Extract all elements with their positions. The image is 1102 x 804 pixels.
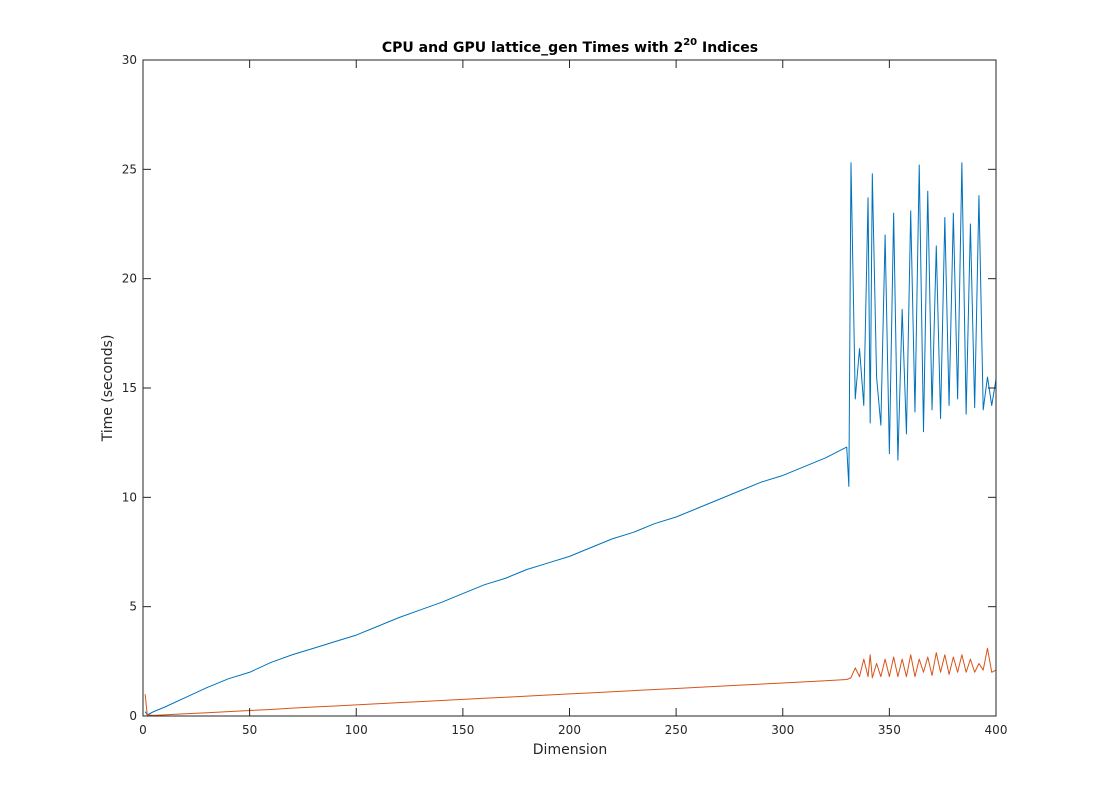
x-tick-label: 350 bbox=[878, 723, 901, 737]
x-axis-label: Dimension bbox=[533, 742, 607, 758]
y-tick-label: 0 bbox=[129, 709, 137, 723]
y-tick-label: 5 bbox=[129, 600, 137, 614]
x-tick-label: 100 bbox=[345, 723, 368, 737]
x-tick-label: 150 bbox=[451, 723, 474, 737]
x-tick-label: 0 bbox=[139, 723, 147, 737]
x-tick-label: 300 bbox=[771, 723, 794, 737]
x-tick-label: 250 bbox=[665, 723, 688, 737]
y-tick-label: 25 bbox=[122, 162, 137, 176]
y-tick-label: 15 bbox=[122, 381, 137, 395]
chart-title: CPU and GPU lattice_gen Times with 220 I… bbox=[382, 37, 758, 56]
x-tick-label: 50 bbox=[242, 723, 257, 737]
x-tick-label: 200 bbox=[558, 723, 581, 737]
series-line-1 bbox=[144, 162, 997, 716]
y-tick-label: 10 bbox=[122, 490, 137, 504]
series-line-2 bbox=[144, 647, 997, 716]
y-tick-label: 20 bbox=[122, 272, 137, 286]
y-axis-label: Time (seconds) bbox=[100, 335, 116, 443]
plot-area bbox=[143, 60, 996, 716]
x-tick-label: 400 bbox=[985, 723, 1008, 737]
y-tick-label: 30 bbox=[122, 53, 137, 67]
